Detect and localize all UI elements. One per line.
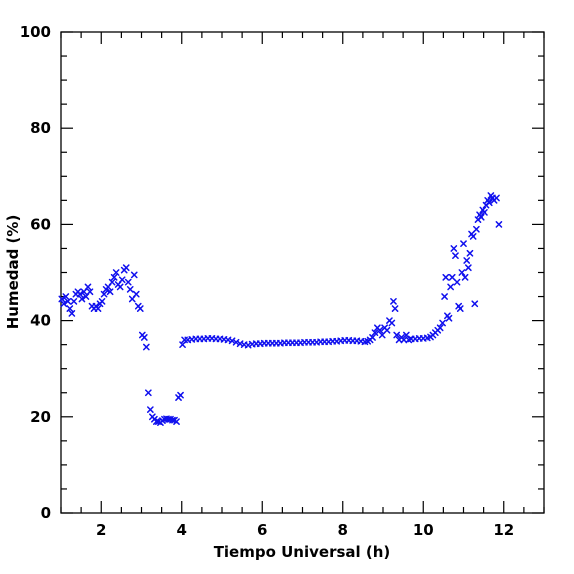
- data-point: [452, 252, 459, 260]
- y-tick-labels: 0 20 40 60 80 100: [20, 23, 51, 522]
- data-point: [108, 278, 116, 286]
- data-point: [118, 276, 126, 284]
- data-point: [469, 233, 477, 240]
- data-point: [136, 305, 144, 312]
- data-point: [84, 283, 92, 291]
- data-point: [450, 245, 458, 252]
- data-point: [481, 209, 488, 216]
- data-point: [106, 288, 114, 296]
- data-point: [144, 389, 152, 397]
- data-point: [147, 406, 154, 413]
- axis-ticks: [60, 31, 545, 514]
- data-point: [142, 343, 150, 351]
- data-points: [58, 192, 503, 426]
- data-point: [461, 273, 469, 281]
- data-point: [58, 295, 66, 303]
- data-point: [76, 290, 84, 298]
- data-point: [110, 273, 118, 281]
- data-point: [456, 305, 464, 312]
- data-point: [124, 278, 132, 286]
- data-point: [400, 336, 408, 344]
- x-tick-label: 8: [338, 521, 348, 539]
- data-point: [495, 221, 503, 228]
- data-point: [179, 341, 186, 348]
- data-point: [390, 298, 397, 305]
- data-point: [463, 257, 471, 264]
- data-point: [70, 298, 78, 305]
- data-point: [493, 194, 500, 202]
- y-tick-label: 80: [30, 119, 51, 137]
- x-tick-label: 10: [413, 521, 434, 539]
- data-point: [485, 199, 493, 207]
- data-point: [441, 293, 448, 300]
- y-tick-label: 60: [30, 215, 51, 233]
- x-tick-label: 6: [257, 521, 267, 539]
- y-tick-label: 40: [30, 312, 51, 330]
- y-tick-label: 20: [30, 408, 51, 426]
- y-axis-label: Humedad (%): [4, 215, 22, 330]
- x-tick-label: 2: [96, 521, 106, 539]
- data-point: [132, 290, 140, 298]
- plot-frame: [60, 31, 545, 514]
- data-point: [68, 310, 76, 317]
- x-tick-label: 12: [493, 521, 514, 539]
- data-point: [66, 305, 74, 312]
- x-axis-label: Tiempo Universal (h): [214, 543, 391, 561]
- y-tick-label: 0: [41, 504, 51, 522]
- x-tick-labels: 2 4 6 8 10 12: [96, 521, 514, 539]
- data-point: [393, 331, 401, 339]
- data-point: [388, 319, 396, 327]
- y-tick-label: 100: [20, 23, 51, 41]
- data-point: [369, 334, 376, 341]
- data-point: [453, 278, 461, 286]
- data-point: [383, 326, 391, 334]
- data-point: [116, 283, 124, 291]
- data-point: [445, 314, 453, 322]
- data-point: [64, 298, 72, 305]
- data-point: [177, 391, 184, 399]
- x-tick-label: 4: [177, 521, 187, 539]
- data-point: [126, 285, 134, 293]
- data-point: [94, 305, 102, 312]
- data-point: [78, 295, 86, 303]
- data-point: [477, 213, 485, 221]
- data-point: [442, 273, 450, 281]
- data-point: [122, 264, 130, 272]
- data-point: [173, 418, 180, 425]
- data-point: [460, 240, 467, 247]
- data-point: [112, 269, 120, 276]
- data-point: [464, 264, 472, 272]
- data-point: [130, 271, 138, 279]
- data-point: [466, 249, 474, 257]
- data-point: [60, 300, 68, 308]
- data-point: [140, 334, 148, 341]
- data-point: [436, 324, 444, 332]
- data-point: [471, 300, 479, 308]
- data-point: [473, 225, 480, 233]
- data-point: [376, 326, 384, 334]
- data-point: [98, 298, 106, 305]
- data-point: [391, 305, 399, 312]
- data-point: [62, 293, 70, 300]
- data-point: [447, 283, 454, 291]
- data-point: [86, 288, 94, 296]
- data-point: [100, 290, 108, 298]
- data-point: [439, 319, 446, 327]
- data-point: [371, 329, 379, 336]
- data-point: [458, 269, 466, 276]
